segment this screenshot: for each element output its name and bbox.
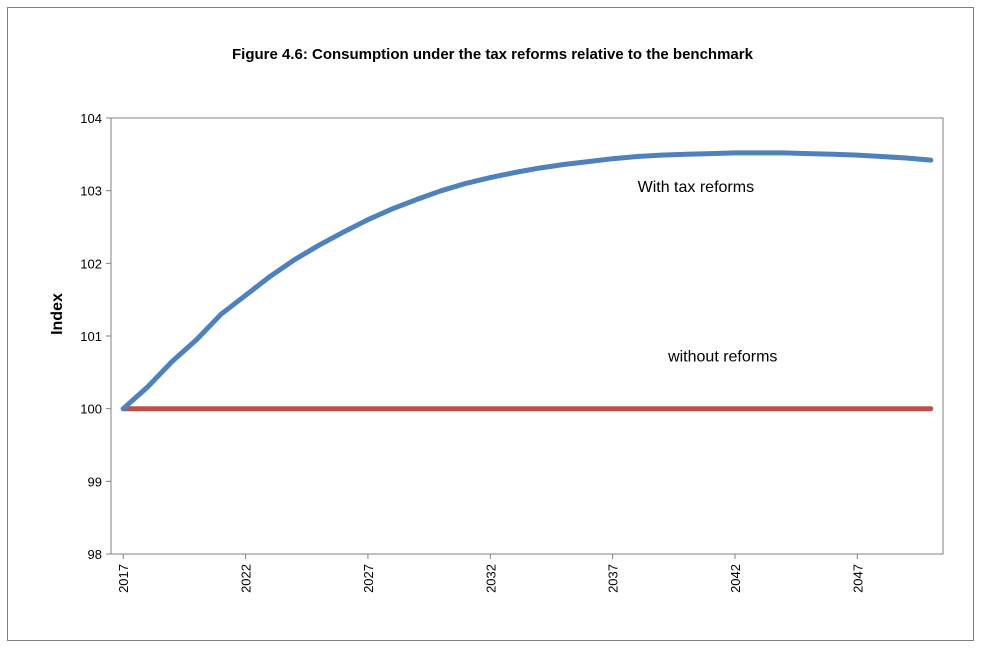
axes: 98 99 100 101 102 103 104 2017 2022 2027 2032 2037 2… [49,111,944,593]
y-tick-label: 104 [80,111,102,126]
labels-group: With tax reforms without reforms [638,179,778,365]
y-tick-label: 99 [88,474,102,489]
annotation-with-tax-reforms: With tax reforms [638,179,754,196]
y-tick-label: 102 [80,256,102,271]
chart-title: Figure 4.6: Consumption under the tax re… [232,46,753,63]
annotation-without-reforms: without reforms [667,348,777,365]
y-tick-label: 103 [80,184,102,199]
chart-frame [7,7,974,641]
x-tick-label: 2022 [239,564,254,593]
x-tick-label: 2017 [116,564,131,593]
x-tick-label: 2042 [728,564,743,593]
y-axis-label: Index [49,293,66,335]
y-tick-label: 100 [80,402,102,417]
y-tick-label: 101 [80,329,102,344]
x-tick-label: 2037 [606,564,621,593]
x-tick-label: 2027 [361,564,376,593]
y-tick-label: 98 [88,547,102,562]
series-line-with-tax-reforms [120,150,934,412]
x-tick-label: 2032 [483,564,498,593]
plot-area-border [110,117,944,555]
x-tick-label: 2047 [850,564,865,593]
series-group [120,150,934,412]
